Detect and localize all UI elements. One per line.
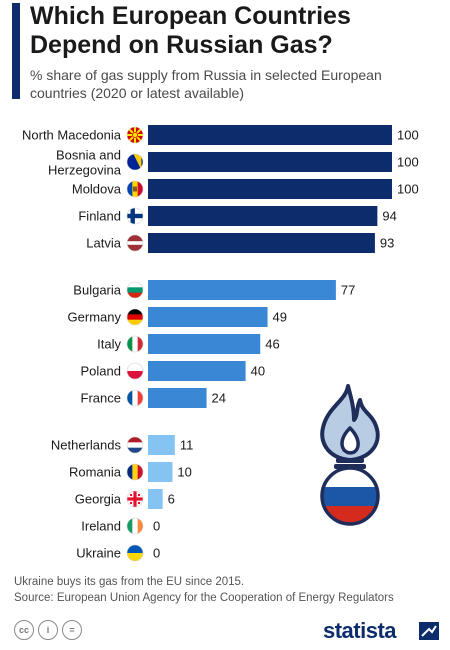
bar <box>148 179 392 199</box>
attribution-icon[interactable]: i <box>38 620 58 640</box>
bar <box>148 152 392 172</box>
gas-flame-russia-flag-icon <box>320 384 380 526</box>
category-label: Netherlands <box>51 438 122 453</box>
flag-netherlands-icon <box>126 436 144 454</box>
bar <box>148 125 392 145</box>
flag-moldova-icon <box>126 180 144 198</box>
footer-note: Ukraine buys its gas from the EU since 2… <box>14 576 245 588</box>
bar <box>148 280 336 300</box>
category-label: France <box>81 391 121 406</box>
bar-value-label: 100 <box>397 182 419 197</box>
bar-value-label: 11 <box>180 438 194 453</box>
bar <box>148 435 175 455</box>
page-subtitle: % share of gas supply from Russia in sel… <box>30 67 382 101</box>
category-label: Bulgaria <box>73 283 121 298</box>
flag-georgia-icon <box>126 490 144 508</box>
flag-france-icon <box>126 389 144 407</box>
bar-value-label: 6 <box>168 492 175 507</box>
category-label: North Macedonia <box>22 128 122 143</box>
category-label: Poland <box>81 364 121 379</box>
flag-latvia-icon <box>126 234 144 252</box>
bar-value-label: 94 <box>382 209 396 224</box>
flag-ireland-icon <box>126 517 144 535</box>
bar <box>148 388 207 408</box>
category-label: Latvia <box>86 236 121 251</box>
bar-value-label: 100 <box>397 155 419 170</box>
bar-value-label: 24 <box>212 391 226 406</box>
footer-source: Source: European Union Agency for the Co… <box>14 592 394 604</box>
flag-finland-icon <box>126 207 144 225</box>
category-label: Moldova <box>72 182 122 197</box>
page-title: Which European Countries Depend on Russi… <box>30 2 351 59</box>
bar-value-label: 77 <box>341 283 355 298</box>
category-label: Romania <box>69 465 122 480</box>
flag-poland-icon <box>126 362 144 380</box>
category-label: Germany <box>68 310 122 325</box>
bar <box>148 462 173 482</box>
statista-logo-mark-icon <box>419 622 439 640</box>
category-label: Finland <box>78 209 121 224</box>
bar <box>148 489 163 509</box>
bar <box>148 233 375 253</box>
title-accent-bar <box>12 3 20 99</box>
flag-italy-icon <box>126 335 144 353</box>
bar-value-label: 10 <box>177 465 191 480</box>
bar-value-label: 49 <box>273 310 287 325</box>
category-label: Ukraine <box>76 546 121 561</box>
bar <box>148 206 378 226</box>
bar <box>148 334 261 354</box>
category-label: Ireland <box>81 519 121 534</box>
flag-bosnia-icon <box>126 153 144 171</box>
bar-value-label: 93 <box>380 236 394 251</box>
category-label: Italy <box>97 337 121 352</box>
bar-value-label: 40 <box>251 364 265 379</box>
bar-value-label: 0 <box>153 519 160 534</box>
category-label: Bosnia and Herzegovina <box>48 148 122 178</box>
bar-value-label: 0 <box>153 546 160 561</box>
bar-value-label: 100 <box>397 128 419 143</box>
flag-romania-icon <box>126 463 144 481</box>
license-icons: cc i = <box>14 620 82 640</box>
flag-bulgaria-icon <box>126 281 144 299</box>
category-label: Georgia <box>75 492 122 507</box>
bar <box>148 307 268 327</box>
no-derivatives-icon[interactable]: = <box>62 620 82 640</box>
bar-value-label: 46 <box>265 337 279 352</box>
flag-germany-icon <box>126 308 144 326</box>
cc-icon[interactable]: cc <box>14 620 34 640</box>
bar <box>148 361 246 381</box>
flag-ukraine-icon <box>126 544 144 562</box>
statista-logo[interactable]: statista <box>323 618 397 643</box>
footer: Ukraine buys its gas from the EU since 2… <box>14 574 434 606</box>
flag-north-macedonia-icon <box>126 126 144 144</box>
